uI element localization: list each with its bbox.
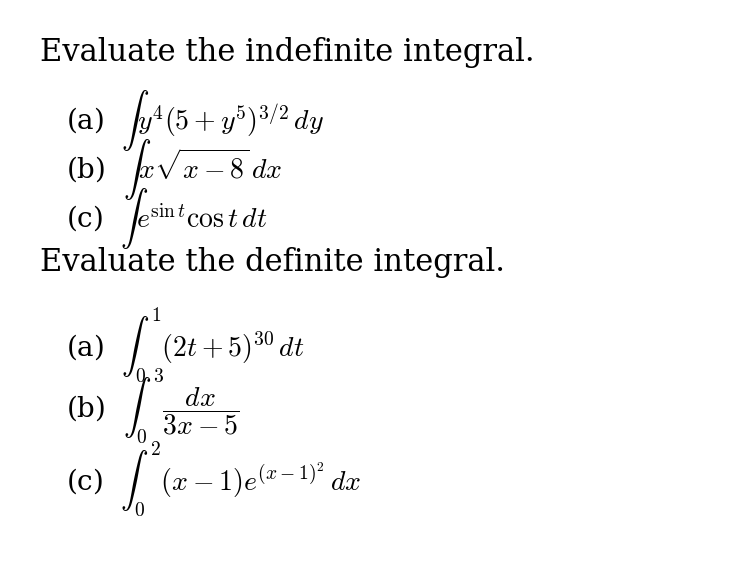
Text: (a)  $\int_0^{1} (2t + 5)^{30}\, dt$: (a) $\int_0^{1} (2t + 5)^{30}\, dt$: [66, 306, 305, 384]
Text: (c)  $\int_0^{2} (x - 1)e^{(x-1)^2}\, dx$: (c) $\int_0^{2} (x - 1)e^{(x-1)^2}\, dx$: [66, 440, 362, 519]
Text: Evaluate the indefinite integral.: Evaluate the indefinite integral.: [40, 37, 535, 68]
Text: Evaluate the definite integral.: Evaluate the definite integral.: [40, 247, 506, 278]
Text: (a)  $\int y^4(5 + y^5)^{3/2}\, dy$: (a) $\int y^4(5 + y^5)^{3/2}\, dy$: [66, 88, 325, 153]
Text: (c)  $\int e^{\sin t} \cos t\, dt$: (c) $\int e^{\sin t} \cos t\, dt$: [66, 186, 268, 250]
Text: (b)  $\int x\sqrt{x - 8}\, dx$: (b) $\int x\sqrt{x - 8}\, dx$: [66, 137, 283, 202]
Text: (b)  $\int_0^{3} \dfrac{dx}{3x-5}$: (b) $\int_0^{3} \dfrac{dx}{3x-5}$: [66, 366, 240, 445]
